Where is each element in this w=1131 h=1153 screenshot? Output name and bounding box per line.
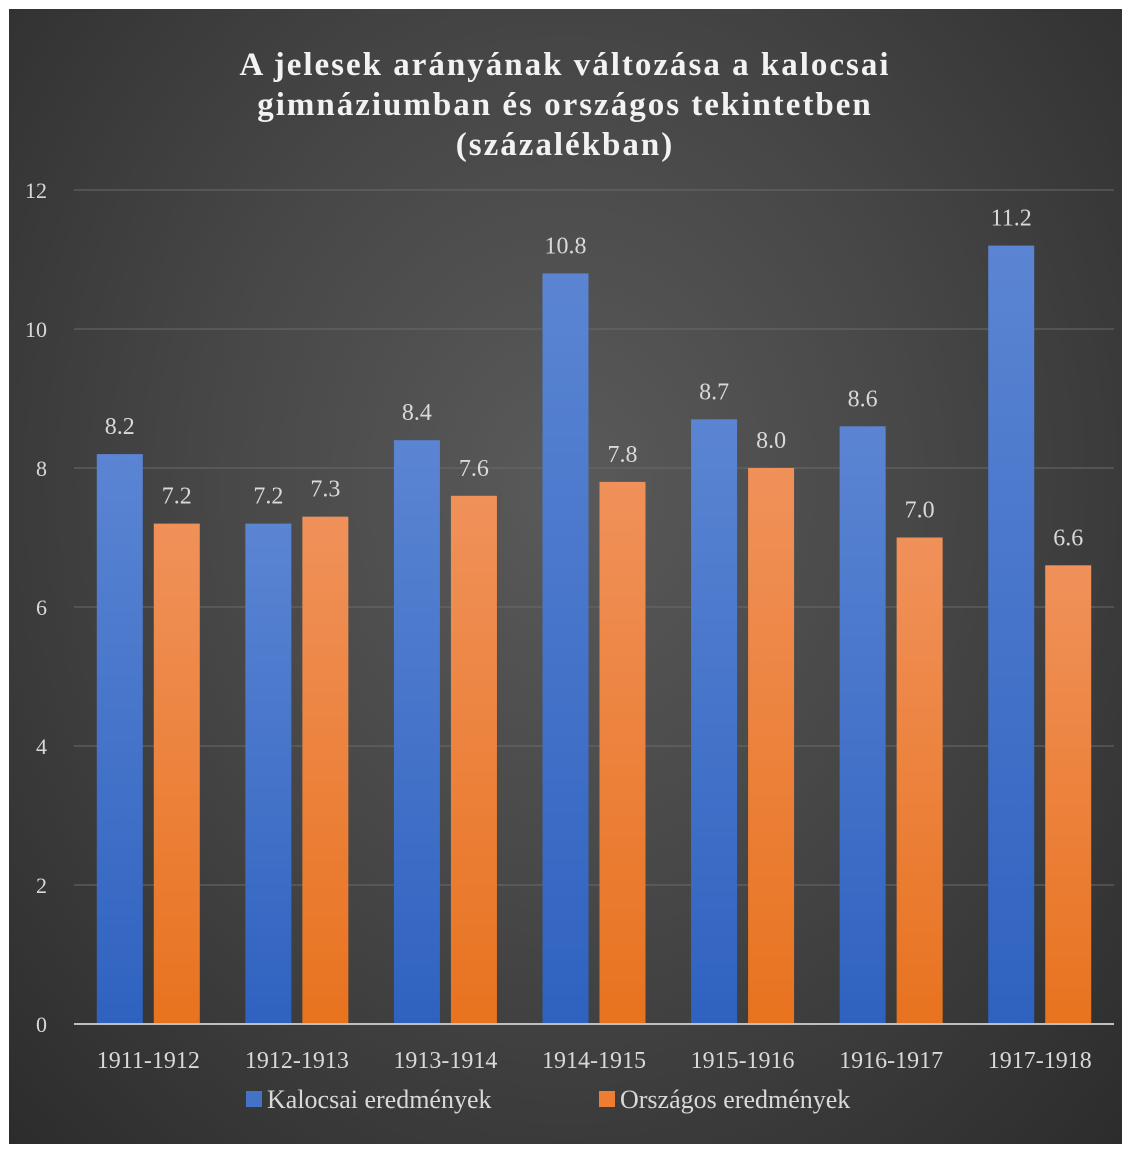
data-labels: 8.2 7.2 7.2 7.3 8.4 7.6 10.8 7.8 8.7 8.0 8.6 7.0 11.… <box>105 206 1083 552</box>
legend-swatch <box>246 1091 262 1107</box>
x-category-label: 1914-1915 <box>542 1048 646 1074</box>
data-label: 8.7 <box>699 379 729 405</box>
bar-kalocsai-1913-1914 <box>393 440 440 1024</box>
data-label: 7.2 <box>162 484 192 510</box>
bar-orszagos-1916-1917 <box>896 537 943 1024</box>
data-label: 7.2 <box>253 484 283 510</box>
bar-kalocsai-1916-1917 <box>839 426 886 1024</box>
chart-title-line-3: (százalékban) <box>456 127 675 163</box>
x-category-label: 1916-1917 <box>839 1048 943 1074</box>
x-axis-category-labels: 1911-1912 1912-1913 1913-1914 1914-1915 1915… <box>97 1048 1092 1074</box>
bar-kalocsai-1915-1916 <box>691 419 738 1025</box>
bar-kalocsai-1911-1912 <box>96 454 143 1025</box>
x-category-label: 1915-1916 <box>691 1048 795 1074</box>
y-tick-label: 6 <box>36 595 47 620</box>
bars <box>96 245 1092 1025</box>
data-label: 8.2 <box>105 414 135 440</box>
data-label: 7.8 <box>608 442 638 468</box>
gridlines <box>74 189 1114 886</box>
chart-title-line-1: A jelesek arányának változása a kalocsai <box>239 47 890 83</box>
bar-orszagos-1917-1918 <box>1045 565 1092 1024</box>
data-label: 8.0 <box>756 428 786 454</box>
legend-swatch <box>599 1091 615 1107</box>
y-tick-label: 10 <box>25 317 47 342</box>
y-tick-label: 4 <box>36 734 47 759</box>
x-category-label: 1911-1912 <box>97 1048 200 1074</box>
y-tick-label: 8 <box>36 456 47 481</box>
bar-kalocsai-1917-1918 <box>988 245 1035 1025</box>
chart-title-line-2: gimnáziumban és országos tekintetben <box>257 87 873 123</box>
data-label: 8.4 <box>402 400 432 426</box>
bar-orszagos-1912-1913 <box>302 516 349 1024</box>
legend-label: Országos eredmények <box>620 1085 850 1114</box>
x-category-label: 1917-1918 <box>988 1048 1092 1074</box>
data-label: 7.0 <box>905 498 935 524</box>
data-label: 11.2 <box>991 206 1032 232</box>
bar-orszagos-1914-1915 <box>599 481 646 1024</box>
x-category-label: 1913-1914 <box>393 1048 497 1074</box>
data-label: 10.8 <box>545 233 587 259</box>
bar-orszagos-1911-1912 <box>153 523 200 1024</box>
legend: Kalocsai eredmények Országos eredmények <box>246 1085 850 1114</box>
chart-area: A jelesek arányának változása a kalocsai… <box>9 9 1122 1144</box>
data-label: 6.6 <box>1053 525 1083 551</box>
data-label: 8.6 <box>848 386 878 412</box>
bar-chart: A jelesek arányának változása a kalocsai… <box>25 47 1114 1114</box>
bar-orszagos-1915-1916 <box>748 468 795 1024</box>
bar-kalocsai-1912-1913 <box>245 523 292 1024</box>
chart-title: A jelesek arányának változása a kalocsai… <box>239 47 890 163</box>
bar-kalocsai-1914-1915 <box>542 273 589 1024</box>
y-axis-tick-labels: 0 2 4 6 8 10 12 <box>25 178 47 1037</box>
x-category-label: 1912-1913 <box>245 1048 349 1074</box>
y-tick-label: 0 <box>36 1012 47 1037</box>
y-tick-label: 12 <box>25 178 47 203</box>
data-label: 7.3 <box>310 477 340 503</box>
data-label: 7.6 <box>459 456 489 482</box>
legend-label: Kalocsai eredmények <box>267 1085 492 1114</box>
y-tick-label: 2 <box>36 873 47 898</box>
bar-orszagos-1913-1914 <box>450 495 497 1024</box>
